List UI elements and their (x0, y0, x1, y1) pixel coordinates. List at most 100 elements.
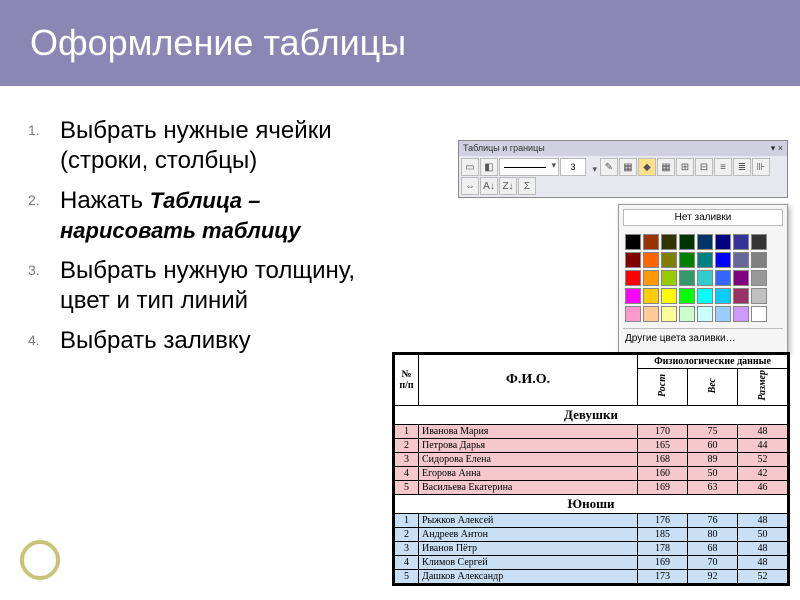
color-swatch[interactable] (751, 270, 767, 286)
step-number: 2. (28, 192, 40, 210)
color-swatch[interactable] (697, 288, 713, 304)
cell-ves: 50 (688, 467, 738, 481)
fill-color-picker: Нет заливки Другие цвета заливки… (618, 204, 788, 353)
color-swatch[interactable] (751, 288, 767, 304)
cell-n: 4 (395, 467, 419, 481)
color-swatch[interactable] (751, 252, 767, 268)
table-row: 4Егорова Анна1605042 (395, 467, 788, 481)
line-style-select[interactable] (499, 158, 559, 176)
cell-ves: 60 (688, 439, 738, 453)
color-swatch[interactable] (625, 270, 641, 286)
distribute-cols-icon[interactable]: ⊪ (752, 158, 770, 176)
color-swatch[interactable] (715, 270, 731, 286)
cell-n: 3 (395, 453, 419, 467)
color-swatch[interactable] (679, 306, 695, 322)
step-4: 4. Выбрать заливку (60, 326, 380, 356)
color-swatch[interactable] (715, 252, 731, 268)
table-row: 2Петрова Дарья1656044 (395, 439, 788, 453)
color-swatch[interactable] (715, 234, 731, 250)
color-swatch[interactable] (697, 270, 713, 286)
cell-n: 1 (395, 425, 419, 439)
autofit-icon[interactable]: ⇔ (461, 177, 479, 195)
color-swatch[interactable] (679, 288, 695, 304)
color-swatch[interactable] (733, 270, 749, 286)
cell-n: 3 (395, 542, 419, 556)
table-row: 5Васильева Екатерина1696346 (395, 481, 788, 495)
cell-razmer: 50 (738, 528, 788, 542)
toolbar-row: ▭ ◧ 3 ✎ ▦ ◆ ▦ ⊞ ⊟ ≡ ≣ ⊪ ⇔ A↓ Z↓ Σ (459, 156, 787, 197)
step-text: Выбрать нужные ячейки (строки, столбцы) (60, 117, 332, 174)
draw-table-icon[interactable]: ▭ (461, 158, 479, 176)
color-swatch[interactable] (715, 288, 731, 304)
color-swatch[interactable] (661, 288, 677, 304)
color-swatch[interactable] (733, 252, 749, 268)
toolbar-close-icon[interactable]: ▾ × (771, 143, 783, 154)
distribute-rows-icon[interactable]: ≣ (733, 158, 751, 176)
color-swatch[interactable] (661, 234, 677, 250)
table-row: 5Дашков Александр1739252 (395, 570, 788, 584)
merge-cells-icon[interactable]: ⊞ (676, 158, 694, 176)
color-swatch[interactable] (643, 252, 659, 268)
color-swatch[interactable] (625, 234, 641, 250)
color-swatch[interactable] (697, 252, 713, 268)
col-rost: Рост (638, 369, 688, 406)
color-swatch[interactable] (625, 252, 641, 268)
color-swatch[interactable] (661, 252, 677, 268)
color-swatch[interactable] (661, 270, 677, 286)
line-width-select[interactable]: 3 (560, 158, 586, 176)
color-swatch[interactable] (751, 234, 767, 250)
pen-color-icon[interactable]: ✎ (600, 158, 618, 176)
table-row: 1Рыжков Алексей1767648 (395, 514, 788, 528)
color-swatch[interactable] (733, 288, 749, 304)
fill-color-icon[interactable]: ◆ (638, 158, 656, 176)
table-row: 3Сидорова Елена1688952 (395, 453, 788, 467)
border-icon[interactable]: ▦ (619, 158, 637, 176)
cell-rost: 169 (638, 556, 688, 570)
slide-title: Оформление таблицы (0, 0, 800, 86)
insert-table-icon[interactable]: ▦ (657, 158, 675, 176)
cell-rost: 176 (638, 514, 688, 528)
color-swatch[interactable] (733, 234, 749, 250)
more-colors-option[interactable]: Другие цвета заливки… (623, 328, 783, 348)
cell-fio: Иванова Мария (419, 425, 638, 439)
cell-rost: 170 (638, 425, 688, 439)
swatch-grid (619, 230, 787, 326)
cell-ves: 63 (688, 481, 738, 495)
color-swatch[interactable] (643, 306, 659, 322)
color-swatch[interactable] (625, 306, 641, 322)
cell-ves: 80 (688, 528, 738, 542)
color-swatch[interactable] (733, 306, 749, 322)
sort-desc-icon[interactable]: Z↓ (499, 177, 517, 195)
step-text: Выбрать заливку (60, 327, 251, 354)
eraser-icon[interactable]: ◧ (480, 158, 498, 176)
cell-razmer: 44 (738, 439, 788, 453)
cell-ves: 76 (688, 514, 738, 528)
no-fill-option[interactable]: Нет заливки (623, 209, 783, 226)
color-swatch[interactable] (715, 306, 731, 322)
color-swatch[interactable] (625, 288, 641, 304)
color-swatch[interactable] (679, 252, 695, 268)
color-swatch[interactable] (643, 288, 659, 304)
color-swatch[interactable] (679, 234, 695, 250)
autosum-icon[interactable]: Σ (518, 177, 536, 195)
split-cells-icon[interactable]: ⊟ (695, 158, 713, 176)
color-swatch[interactable] (643, 234, 659, 250)
color-swatch[interactable] (643, 270, 659, 286)
color-swatch[interactable] (697, 306, 713, 322)
cell-n: 2 (395, 439, 419, 453)
slide: Оформление таблицы 1. Выбрать нужные яче… (0, 0, 800, 600)
step-text: Выбрать нужную толщину, цвет и тип линий (60, 257, 355, 314)
color-swatch[interactable] (697, 234, 713, 250)
section-header: Юноши (395, 495, 788, 514)
cell-fio: Климов Сергей (419, 556, 638, 570)
align-icon[interactable]: ≡ (714, 158, 732, 176)
color-swatch[interactable] (751, 306, 767, 322)
color-swatch[interactable] (679, 270, 695, 286)
step-number: 4. (28, 332, 40, 350)
color-swatch[interactable] (661, 306, 677, 322)
cell-rost: 178 (638, 542, 688, 556)
step-2: 2. Нажать Таблица – нарисовать таблицу (60, 186, 380, 246)
table-row: 3Иванов Пётр1786848 (395, 542, 788, 556)
sort-asc-icon[interactable]: A↓ (480, 177, 498, 195)
cell-fio: Васильева Екатерина (419, 481, 638, 495)
